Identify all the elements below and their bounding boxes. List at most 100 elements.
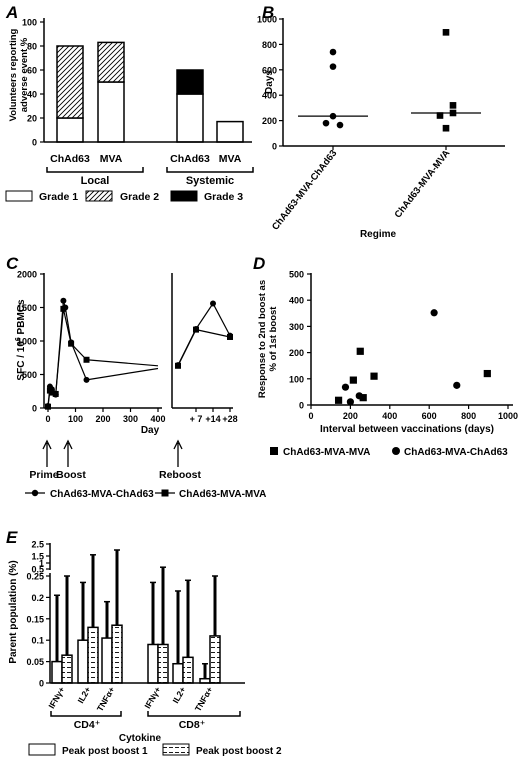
y-tick-label: 800 xyxy=(262,40,277,50)
panel-a: A Volunteers reporting adverse event % 0… xyxy=(5,3,254,203)
x-tick-label: ChAd63 xyxy=(170,153,210,165)
data-point xyxy=(442,124,450,132)
panel-letter: A xyxy=(5,3,18,22)
y-tick-label: 0.25 xyxy=(26,572,44,582)
data-point xyxy=(322,119,330,127)
bar xyxy=(61,654,73,684)
data-point xyxy=(60,297,67,304)
data-point xyxy=(83,376,90,383)
legend-label: Peak post boost 1 xyxy=(62,746,148,757)
legend-swatch xyxy=(170,190,198,202)
y-axis-label: adverse event % xyxy=(19,37,30,112)
x-tick-label: TNFα+ xyxy=(95,685,117,713)
legend-swatch xyxy=(162,743,190,756)
x-tick-label: IFNγ+ xyxy=(46,685,66,710)
y-tick-label: 0.1 xyxy=(31,636,44,646)
x-tick-label: IL2+ xyxy=(75,685,92,705)
group-label: Local xyxy=(81,175,110,187)
group-label: CD4⁺ xyxy=(74,719,101,731)
data-point xyxy=(45,403,51,410)
y-tick-label: 600 xyxy=(262,65,277,75)
prime-arrow xyxy=(42,439,52,467)
panel-letter: D xyxy=(253,254,265,273)
x-tick-label: ChAd63-MVA-ChAd63 xyxy=(270,148,339,232)
x-tick-label: 600 xyxy=(422,411,437,421)
y-tick-label: 400 xyxy=(289,296,304,306)
bar xyxy=(172,662,184,684)
y-tick-label: 500 xyxy=(289,270,304,280)
group-label: CD8⁺ xyxy=(179,719,206,731)
y-tick-label: 80 xyxy=(27,42,37,52)
y-tick-label: 1500 xyxy=(17,303,37,313)
bar xyxy=(77,639,89,684)
x-tick-label: 200 xyxy=(95,414,110,424)
y-tick-label: 100 xyxy=(289,374,304,384)
x-tick-label: MVA xyxy=(100,153,123,165)
legend-swatch xyxy=(85,190,113,202)
x-tick-label: 400 xyxy=(150,414,165,424)
group-label: Systemic xyxy=(186,175,234,187)
x-tick-label: 400 xyxy=(382,411,397,421)
y-axis-label: Volunteers reporting xyxy=(8,28,19,121)
y-axis-label: Days xyxy=(264,70,275,94)
panel-letter: B xyxy=(262,3,274,22)
group-bracket xyxy=(50,711,122,717)
x-tick-label: IFNγ+ xyxy=(142,685,162,710)
x-tick-label: ChAd63 xyxy=(50,153,90,165)
data-point xyxy=(175,362,181,369)
y-tick-label: 100 xyxy=(22,18,37,28)
data-point xyxy=(355,392,363,400)
data-point xyxy=(430,309,438,317)
x-tick-label: 800 xyxy=(461,411,476,421)
data-point xyxy=(356,347,364,355)
data-point xyxy=(329,63,337,70)
y-tick-label: 1000 xyxy=(17,337,37,347)
panel-letter: E xyxy=(6,528,18,547)
legend-marker xyxy=(270,447,278,455)
x-tick-label: 0 xyxy=(45,414,50,424)
bar-segment xyxy=(176,93,204,143)
y-tick-label: 2000 xyxy=(17,270,37,280)
x-tick-label: MVA xyxy=(219,153,242,165)
legend: ChAd63-MVA-MVA ChAd63-MVA-ChAd63 xyxy=(270,447,508,458)
data-point xyxy=(334,396,343,404)
x-axis-label: Interval between vaccinations (days) xyxy=(320,424,494,435)
x-tick-label: IL2+ xyxy=(170,685,187,705)
data-point xyxy=(210,300,216,307)
y-tick-label: 60 xyxy=(27,66,37,76)
legend-swatch xyxy=(5,190,33,202)
reboost-arrow xyxy=(173,439,183,467)
bar-segment xyxy=(97,41,125,83)
legend-marker xyxy=(392,447,400,455)
y-tick-label: 2.5 xyxy=(31,540,44,550)
bar xyxy=(157,643,169,684)
y-tick-label: 0.05 xyxy=(26,657,44,667)
y-tick-label: 200 xyxy=(289,348,304,358)
data-point xyxy=(60,305,67,312)
y-axis-label: Parent population (%) xyxy=(8,560,19,663)
panel-b: B Days 0 200 400 600 800 1000 ChAd63-MVA-ChAd… xyxy=(257,3,505,240)
data-point xyxy=(68,340,75,347)
x-tick-label: 100 xyxy=(68,414,83,424)
bar xyxy=(209,635,221,684)
data-point xyxy=(346,398,354,406)
panel-d: D Response to 2nd boost as % of 1st boos… xyxy=(253,254,518,458)
legend-swatch xyxy=(28,743,56,756)
y-tick-label: 500 xyxy=(22,370,37,380)
series-line xyxy=(177,328,231,367)
panel-letter: C xyxy=(6,254,19,273)
legend-label: ChAd63-MVA-MVA xyxy=(283,447,370,458)
arrow-label: Reboost xyxy=(159,469,202,481)
y-tick-label: 0 xyxy=(32,138,37,148)
x-tick-label: +28 xyxy=(222,414,237,424)
x-tick-label: ChAd63-MVA-MVA xyxy=(393,148,453,220)
y-tick-label: 0 xyxy=(32,404,37,414)
legend: Grade 1 Grade 2 Grade 3 xyxy=(5,190,243,203)
y-axis-label: SFC / 106 PBMCs xyxy=(15,299,27,381)
x-tick-label: TNFα+ xyxy=(193,685,215,713)
y-tick-label: 40 xyxy=(27,90,37,100)
x-axis-label: Cytokine xyxy=(119,733,162,744)
data-point xyxy=(349,376,357,384)
data-point xyxy=(83,356,90,363)
legend-label: ChAd63-MVA-ChAd63 xyxy=(404,447,508,458)
